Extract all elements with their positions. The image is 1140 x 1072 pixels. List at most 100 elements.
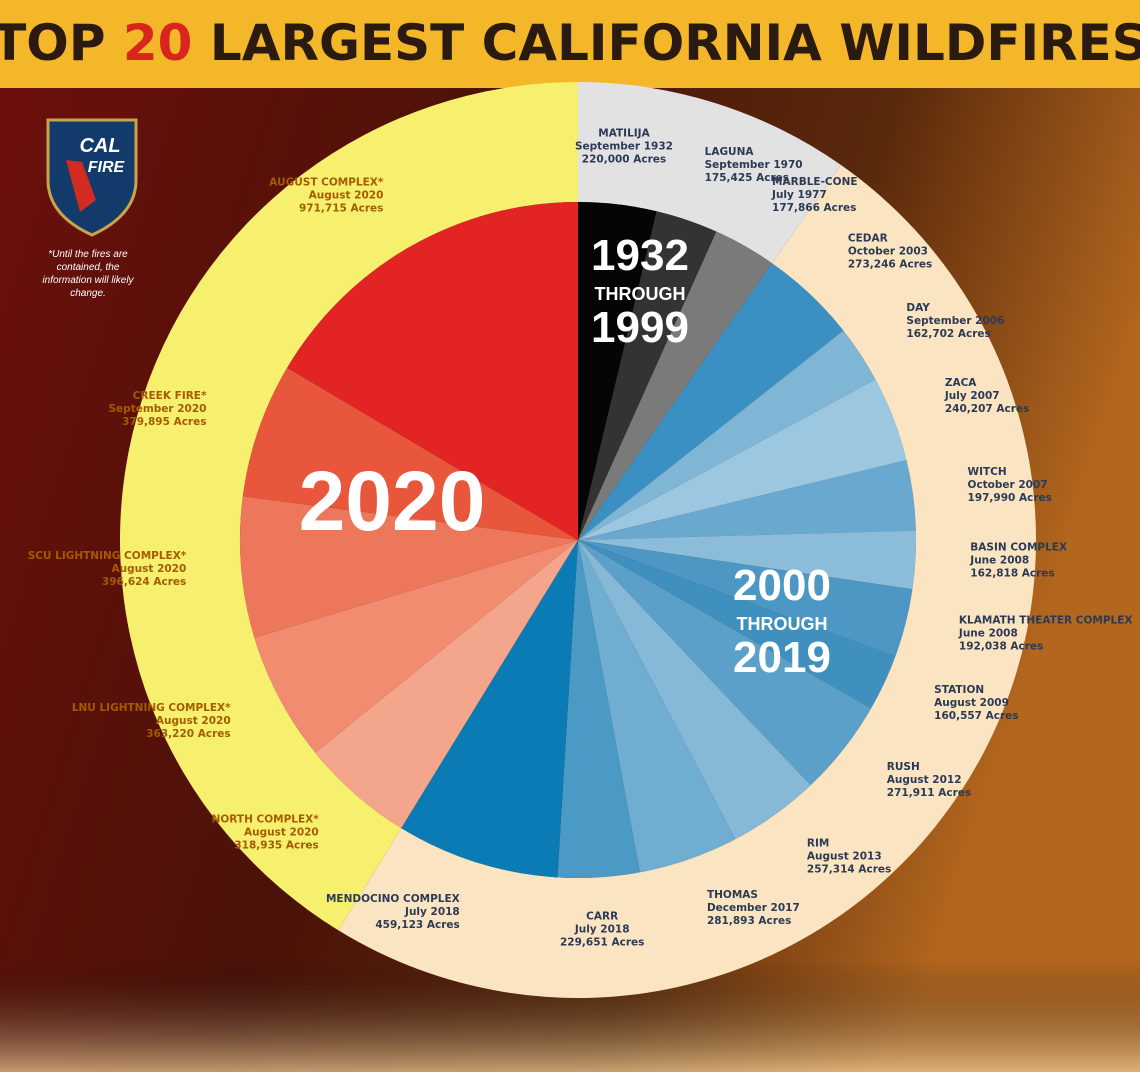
slice-label: LNU LIGHTNING COMPLEX* August 2020 363,220… xyxy=(72,702,231,740)
label-name: MARBLE-CONE xyxy=(772,176,857,188)
label-value-label: 396,624 Acres xyxy=(102,576,186,588)
slice-label: STATION August 2009 160,557 Acres xyxy=(934,684,1018,722)
label-name: STATION xyxy=(934,684,984,696)
slice xyxy=(578,540,871,786)
label-name: AUGUST COMPLEX* xyxy=(269,177,384,189)
title-number: 20 xyxy=(123,14,193,72)
slice-label: AUGUST COMPLEX* August 2020 971,715 Acres xyxy=(269,177,384,215)
label-date: August 2020 xyxy=(112,563,187,575)
slice xyxy=(578,330,876,540)
slice xyxy=(315,540,578,829)
ring-segment xyxy=(578,82,841,264)
slice xyxy=(287,202,578,540)
label-value-label: 192,038 Acres xyxy=(959,641,1043,653)
slice-label: CREEK FIRE* September 2020 379,895 Acres xyxy=(109,390,207,428)
slice-label: RUSH August 2012 271,911 Acres xyxy=(887,761,971,799)
slice xyxy=(557,540,640,879)
label-value-label: 318,935 Acres xyxy=(234,839,318,851)
logo: CAL FIRE xyxy=(46,118,138,237)
label-date: August 2020 xyxy=(156,715,231,727)
slice-label: THOMAS December 2017 281,893 Acres xyxy=(707,889,800,927)
outer-ring xyxy=(120,82,1036,998)
label-value-label: 971,715 Acres xyxy=(299,203,383,215)
ring-segment xyxy=(338,164,1036,998)
slice xyxy=(578,211,717,540)
label-name: RIM xyxy=(807,837,829,849)
slice xyxy=(578,231,772,540)
label-date: June 2008 xyxy=(958,628,1018,640)
slice-label: MARBLE-CONE July 1977 177,866 Acres xyxy=(771,176,857,214)
slice xyxy=(578,530,916,590)
slice xyxy=(578,540,913,657)
label-name: WITCH xyxy=(968,466,1007,478)
label-value-label: 197,990 Acres xyxy=(968,492,1052,504)
label-date: August 2009 xyxy=(934,697,1009,709)
label-name: ZACA xyxy=(945,377,977,389)
slice-label: CEDAR October 2003 273,246 Acres xyxy=(848,232,932,270)
label-name: LAGUNA xyxy=(705,146,755,158)
title-end: LARGEST CALIFORNIA WILDFIRES xyxy=(210,14,1140,72)
slice-label: BASIN COMPLEX June 2008 162,818 Acres xyxy=(969,541,1067,579)
title-start: TOP xyxy=(0,14,105,72)
label-name: CEDAR xyxy=(848,232,888,244)
slice-label: SCU LIGHTNING COMPLEX* August 2020 396,624… xyxy=(28,550,187,588)
label-date: August 2012 xyxy=(887,774,962,786)
label-name: CREEK FIRE* xyxy=(133,390,207,402)
label-date: July 2007 xyxy=(944,390,1000,402)
slice-labels: MATILIJA September 1932 220,000 Acres LAGUN… xyxy=(28,128,1133,949)
label-name: SCU LIGHTNING COMPLEX* xyxy=(28,550,187,562)
label-date: October 2003 xyxy=(848,245,928,257)
label-name: BASIN COMPLEX xyxy=(970,541,1067,553)
slice-label: WITCH October 2007 197,990 Acres xyxy=(968,466,1052,504)
slice-label: ZACA July 2007 240,207 Acres xyxy=(944,377,1029,415)
label-name: MATILIJA xyxy=(598,128,650,140)
label-date: September 2020 xyxy=(109,403,207,415)
slice xyxy=(578,460,916,540)
label-date: June 2008 xyxy=(969,554,1029,566)
logo-state xyxy=(66,160,96,212)
group-label-bottom: 1999 xyxy=(591,303,689,352)
group-label-bottom: 2019 xyxy=(733,633,831,682)
label-name: MENDOCINO COMPLEX xyxy=(326,893,460,905)
slice-label: DAY September 2006 162,702 Acres xyxy=(906,302,1004,340)
label-date: August 2020 xyxy=(309,190,384,202)
label-name: LNU LIGHTNING COMPLEX* xyxy=(72,702,231,714)
label-value-label: 257,314 Acres xyxy=(807,863,891,875)
label-date: September 1970 xyxy=(705,159,803,171)
slice xyxy=(578,540,736,873)
label-value-label: 240,207 Acres xyxy=(945,403,1029,415)
group-label-top: 1932 xyxy=(591,231,689,280)
label-value-label: 459,123 Acres xyxy=(375,919,459,931)
slice xyxy=(578,263,844,540)
slice xyxy=(578,379,907,540)
label-date: August 2013 xyxy=(807,850,882,862)
label-date: July 1977 xyxy=(771,189,827,201)
label-value-label: 281,893 Acres xyxy=(707,915,791,927)
ring-segment xyxy=(120,82,579,931)
label-value-label: 160,557 Acres xyxy=(934,710,1018,722)
group-label-top: 2020 xyxy=(299,454,486,548)
slice xyxy=(578,202,657,540)
slices xyxy=(240,202,916,879)
slice xyxy=(578,540,896,709)
label-name: CARR xyxy=(586,910,618,922)
label-name: KLAMATH THEATER COMPLEX xyxy=(959,615,1133,627)
logo-top: CAL xyxy=(79,135,120,157)
label-name: NORTH COMPLEX* xyxy=(212,813,320,825)
label-value-label: 271,911 Acres xyxy=(887,787,971,799)
slice xyxy=(578,540,811,840)
title-bar xyxy=(0,0,1140,88)
pie: MATILIJA September 1932 220,000 Acres LAGUN… xyxy=(28,82,1133,998)
label-name: THOMAS xyxy=(707,889,758,901)
slice-label: MENDOCINO COMPLEX July 2018 459,123 Acres xyxy=(326,893,460,931)
slice xyxy=(240,496,578,638)
group-label-mid: THROUGH xyxy=(737,614,828,634)
label-name: RUSH xyxy=(887,761,920,773)
slice xyxy=(254,540,579,753)
label-date: September 2006 xyxy=(906,315,1004,327)
label-value-label: 220,000 Acres xyxy=(582,154,666,166)
logo-bottom: FIRE xyxy=(88,159,126,176)
label-date: December 2017 xyxy=(707,902,800,914)
